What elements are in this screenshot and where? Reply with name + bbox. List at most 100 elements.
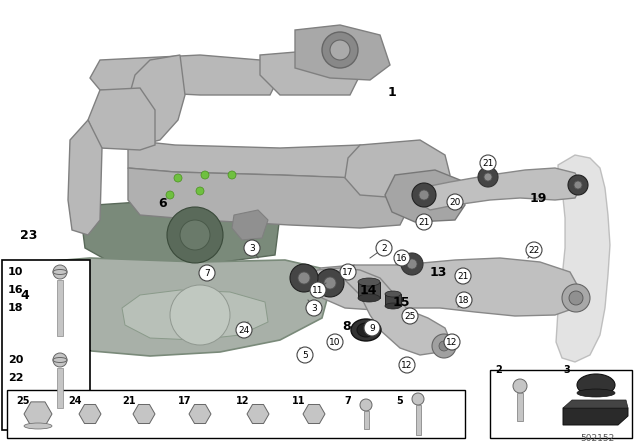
Circle shape — [480, 155, 496, 171]
Circle shape — [53, 265, 67, 279]
Text: 17: 17 — [178, 396, 191, 406]
Circle shape — [310, 282, 326, 298]
Polygon shape — [90, 55, 280, 95]
Polygon shape — [320, 258, 580, 316]
Circle shape — [174, 174, 182, 182]
Circle shape — [484, 173, 492, 181]
Circle shape — [568, 175, 588, 195]
Ellipse shape — [357, 323, 375, 337]
Polygon shape — [563, 408, 628, 425]
Bar — [358, 282, 380, 298]
Polygon shape — [345, 140, 450, 198]
Ellipse shape — [385, 291, 401, 297]
Circle shape — [360, 399, 372, 411]
Circle shape — [569, 291, 583, 305]
Text: 16: 16 — [8, 285, 24, 295]
Ellipse shape — [53, 270, 67, 275]
Polygon shape — [247, 405, 269, 423]
Circle shape — [322, 32, 358, 68]
Text: 21: 21 — [122, 396, 136, 406]
Text: 20: 20 — [8, 355, 24, 365]
Text: 19: 19 — [530, 191, 547, 204]
Circle shape — [236, 322, 252, 338]
Ellipse shape — [24, 423, 52, 429]
Bar — [364, 411, 369, 429]
Polygon shape — [88, 88, 155, 150]
Text: 16: 16 — [396, 254, 408, 263]
Circle shape — [167, 207, 223, 263]
Circle shape — [455, 268, 471, 284]
Polygon shape — [232, 210, 268, 240]
Polygon shape — [128, 168, 410, 228]
Text: 12: 12 — [401, 361, 413, 370]
Text: 2: 2 — [381, 244, 387, 253]
Circle shape — [170, 285, 230, 345]
Circle shape — [324, 277, 336, 289]
Circle shape — [316, 269, 344, 297]
Text: 14: 14 — [360, 284, 378, 297]
Circle shape — [228, 171, 236, 179]
Text: 8: 8 — [342, 319, 351, 332]
Circle shape — [166, 191, 174, 199]
Polygon shape — [295, 25, 390, 80]
Circle shape — [306, 300, 322, 316]
Text: 13: 13 — [430, 266, 447, 279]
Text: 12: 12 — [446, 337, 458, 346]
Text: 22: 22 — [529, 246, 540, 254]
Text: 23: 23 — [20, 228, 37, 241]
Circle shape — [574, 181, 582, 189]
Circle shape — [376, 240, 392, 256]
Bar — [415, 405, 420, 435]
Polygon shape — [122, 290, 268, 340]
Circle shape — [180, 220, 210, 250]
Text: 12: 12 — [236, 396, 250, 406]
Text: 24: 24 — [238, 326, 250, 335]
Circle shape — [478, 167, 498, 187]
Text: 5: 5 — [396, 396, 403, 406]
Text: 24: 24 — [68, 396, 81, 406]
Text: 502152: 502152 — [580, 434, 614, 443]
Text: 11: 11 — [292, 396, 305, 406]
Ellipse shape — [577, 374, 615, 396]
Text: 3: 3 — [311, 303, 317, 313]
Polygon shape — [260, 50, 360, 95]
Bar — [57, 368, 63, 408]
Circle shape — [298, 272, 310, 284]
Circle shape — [513, 379, 527, 393]
Bar — [2, 260, 90, 430]
Circle shape — [399, 357, 415, 373]
Text: 3: 3 — [249, 244, 255, 253]
Polygon shape — [79, 405, 101, 423]
Text: 4: 4 — [20, 289, 29, 302]
Text: 5: 5 — [302, 350, 308, 359]
Circle shape — [407, 259, 417, 269]
Circle shape — [402, 308, 418, 324]
Circle shape — [340, 264, 356, 280]
Circle shape — [419, 190, 429, 200]
Circle shape — [244, 240, 260, 256]
Polygon shape — [68, 120, 102, 235]
Text: 17: 17 — [342, 267, 354, 276]
Circle shape — [364, 320, 380, 336]
Text: 21: 21 — [483, 159, 493, 168]
Polygon shape — [82, 198, 280, 265]
Text: 9: 9 — [369, 323, 375, 332]
Polygon shape — [556, 155, 610, 362]
Text: 7: 7 — [344, 396, 351, 406]
Polygon shape — [128, 140, 390, 178]
Text: 18: 18 — [458, 296, 470, 305]
Polygon shape — [128, 55, 185, 145]
Text: 10: 10 — [329, 337, 340, 346]
Bar — [7, 390, 465, 438]
Text: 15: 15 — [393, 296, 410, 309]
Circle shape — [447, 194, 463, 210]
Ellipse shape — [53, 358, 67, 362]
Circle shape — [297, 347, 313, 363]
Text: 21: 21 — [458, 271, 468, 280]
Circle shape — [526, 242, 542, 258]
Text: 18: 18 — [8, 303, 24, 313]
Polygon shape — [418, 168, 582, 210]
Circle shape — [330, 40, 350, 60]
Text: 11: 11 — [312, 285, 324, 294]
Circle shape — [290, 264, 318, 292]
